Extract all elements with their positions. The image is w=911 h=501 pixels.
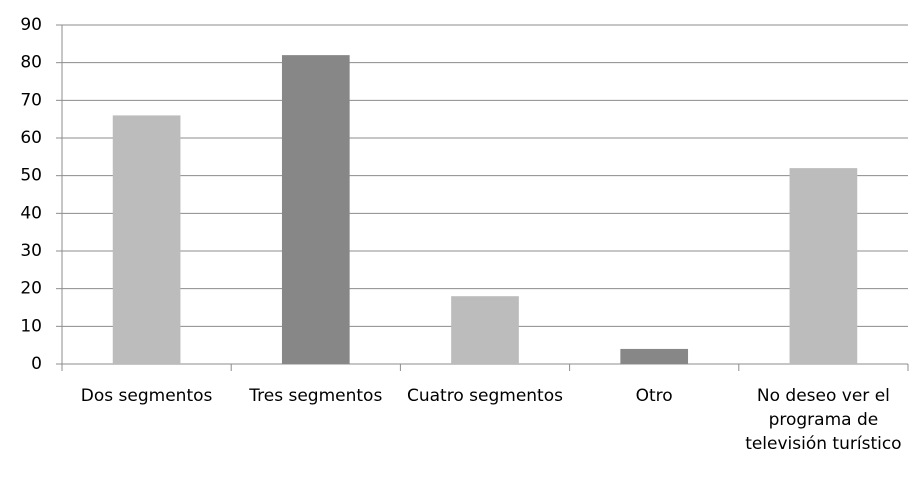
y-tick-label: 80 bbox=[20, 53, 42, 73]
x-tick-label: Dos segmentos bbox=[80, 386, 213, 406]
y-tick-label: 20 bbox=[20, 279, 42, 299]
x-tick-label: No deseo ver el programa de televisión t… bbox=[745, 386, 902, 454]
y-tick-label: 70 bbox=[20, 90, 42, 110]
x-tick-label: Tres segmentos bbox=[249, 386, 383, 406]
y-tick-label: 60 bbox=[20, 128, 42, 148]
y-tick-label: 40 bbox=[20, 203, 42, 223]
bar bbox=[620, 348, 689, 364]
y-tick-label: 90 bbox=[20, 15, 42, 35]
y-tick-label: 50 bbox=[20, 166, 42, 186]
bar bbox=[281, 55, 350, 365]
y-tick-label: 0 bbox=[31, 354, 42, 374]
bar bbox=[451, 296, 519, 364]
y-tick-label: 10 bbox=[20, 316, 42, 336]
x-tick-label: Cuatro segmentos bbox=[407, 386, 563, 406]
x-tick-label: Otro bbox=[635, 386, 673, 406]
bar bbox=[789, 168, 858, 364]
bar bbox=[112, 115, 181, 365]
y-tick-label: 30 bbox=[20, 241, 42, 261]
